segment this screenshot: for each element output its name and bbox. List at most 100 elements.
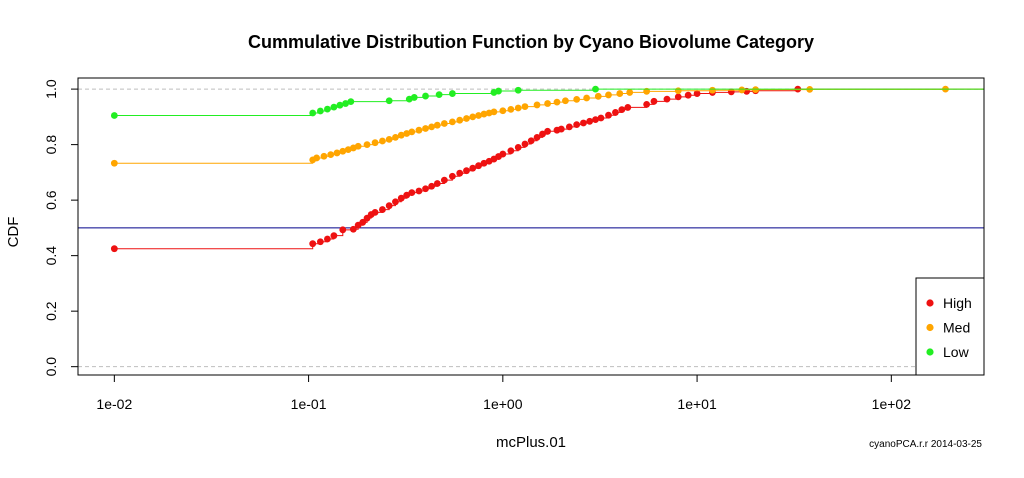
data-point-low	[514, 86, 522, 94]
data-point-med	[415, 126, 423, 134]
legend-label-low: Low	[943, 344, 970, 360]
data-point-low	[495, 87, 502, 95]
data-point-med	[320, 152, 328, 160]
data-point-high	[440, 176, 448, 184]
data-point-high	[499, 150, 507, 158]
data-point-med	[469, 113, 477, 121]
data-point-high	[624, 104, 632, 111]
data-point-high	[371, 208, 379, 216]
data-point-med	[371, 139, 379, 147]
data-point-med	[573, 95, 581, 103]
data-point-med	[626, 89, 634, 96]
data-point-low	[422, 92, 429, 100]
data-point-low	[448, 90, 456, 97]
data-point-low	[324, 105, 331, 113]
data-point-high	[339, 226, 347, 234]
data-point-high	[597, 114, 605, 122]
data-point-high	[433, 180, 441, 187]
legend-label-med: Med	[943, 320, 970, 336]
data-point-med	[594, 92, 602, 100]
data-point-high	[580, 119, 587, 127]
data-point-med	[422, 125, 429, 132]
data-point-low	[342, 100, 349, 107]
data-point-med	[643, 87, 651, 95]
data-point-low	[347, 98, 355, 105]
data-point-med	[110, 159, 118, 167]
x-tick-label: 1e-01	[291, 396, 327, 412]
data-point-med	[514, 104, 522, 112]
data-point-low	[336, 101, 344, 109]
data-point-med	[752, 86, 759, 94]
data-point-med	[339, 147, 347, 155]
data-point-high	[379, 206, 386, 213]
legend-marker-high	[926, 299, 934, 307]
data-point-high	[565, 123, 573, 131]
data-point-high	[349, 225, 357, 233]
data-point-med	[521, 103, 529, 110]
footnote: cyanoPCA.r.r 2014-03-25	[869, 439, 982, 450]
data-point-high	[309, 240, 317, 248]
x-tick-label: 1e+02	[872, 396, 912, 412]
y-tick-label: 0.4	[43, 246, 59, 266]
data-point-med	[553, 98, 561, 106]
data-point-high	[544, 127, 551, 135]
data-point-med	[397, 131, 405, 139]
data-point-med	[379, 137, 386, 145]
data-point-high	[403, 191, 411, 199]
data-point-high	[674, 93, 682, 101]
data-point-med	[490, 108, 498, 116]
data-point-high	[463, 167, 470, 175]
data-point-high	[612, 109, 619, 116]
data-point-high	[456, 169, 464, 177]
data-point-med	[433, 121, 441, 129]
series-layer	[110, 85, 984, 253]
data-point-med	[385, 135, 393, 143]
data-point-med	[403, 130, 411, 137]
data-point-med	[448, 118, 456, 126]
data-point-high	[324, 235, 331, 243]
data-point-med	[428, 123, 436, 131]
data-point-high	[514, 143, 522, 151]
data-point-med	[499, 107, 507, 115]
x-tick-label: 1e+01	[677, 396, 717, 412]
data-point-high	[650, 97, 658, 105]
data-point-low	[385, 97, 393, 105]
legend-label-high: High	[943, 295, 972, 311]
reference-lines	[78, 88, 984, 368]
data-point-med	[327, 151, 335, 159]
data-point-med	[605, 91, 612, 99]
y-tick-label: 0.0	[43, 357, 59, 377]
data-point-med	[480, 110, 488, 118]
data-point-med	[392, 134, 399, 141]
x-tick-label: 1e-02	[96, 396, 132, 412]
data-point-med	[544, 100, 551, 107]
data-point-low	[435, 91, 443, 99]
data-point-high	[643, 100, 651, 108]
data-point-med	[440, 120, 448, 127]
data-point-med	[616, 90, 624, 97]
data-point-high	[422, 185, 429, 193]
series-low	[110, 85, 984, 119]
data-point-high	[475, 162, 482, 170]
data-point-med	[344, 146, 352, 154]
y-tick-label: 0.6	[43, 190, 59, 210]
data-point-high	[480, 159, 488, 167]
data-point-high	[428, 182, 436, 190]
data-point-high	[557, 125, 565, 133]
data-point-high	[469, 164, 477, 172]
chart-title: Cummulative Distribution Function by Cya…	[248, 32, 814, 52]
data-point-med	[507, 105, 515, 113]
data-point-med	[674, 87, 682, 95]
data-point-high	[618, 106, 626, 114]
legend: High Med Low	[915, 277, 985, 376]
x-tick-label: 1e+00	[483, 396, 523, 412]
data-point-high	[533, 134, 541, 141]
data-point-high	[605, 111, 612, 119]
data-point-high	[415, 187, 423, 195]
data-point-low	[316, 107, 324, 115]
legend-marker-med	[926, 323, 934, 332]
data-point-high	[359, 218, 367, 226]
data-point-high	[684, 91, 692, 99]
data-point-high	[397, 194, 405, 202]
